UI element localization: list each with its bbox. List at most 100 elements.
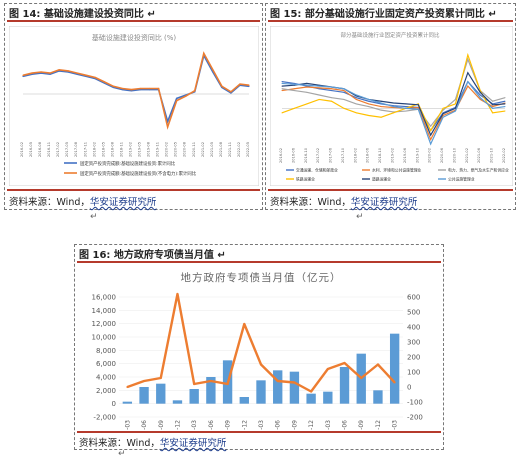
- x-tick-label: 2017-02: [56, 142, 60, 157]
- data-point: [176, 100, 178, 102]
- data-point: [504, 102, 506, 104]
- return-mark: ↵: [488, 9, 497, 20]
- x-tick-label: 2016-02: [20, 142, 24, 157]
- data-point: [76, 72, 78, 74]
- data-point: [293, 83, 295, 85]
- data-point: [193, 383, 196, 385]
- data-point: [306, 91, 308, 93]
- x-tick-label: 2019-03: [191, 420, 198, 430]
- data-point: [143, 380, 146, 382]
- figure-15-panel: 图 15: 部分基础设施行业固定资产投资累计同比 ↵ 部分基础设施行业固定资产投…: [265, 3, 516, 210]
- data-point: [343, 98, 345, 100]
- bar: [256, 380, 266, 404]
- return-mark: ↵: [356, 212, 364, 222]
- x-tick-label: 2020-05: [174, 142, 178, 157]
- legend-label: 公共设施管理业: [448, 177, 475, 182]
- data-point: [405, 110, 407, 112]
- figure-16-title: 地方政府专项债当月值: [113, 250, 214, 261]
- data-point: [467, 58, 469, 60]
- data-point: [504, 100, 506, 102]
- data-point: [467, 85, 469, 87]
- data-point: [176, 293, 179, 295]
- series-line-1: [22, 51, 250, 130]
- data-point: [243, 323, 246, 325]
- x-tick-label: 2021-06: [342, 420, 349, 430]
- data-point: [360, 377, 363, 379]
- chart-title: 基础设施建设投资同比 (%): [92, 33, 177, 42]
- data-point: [430, 143, 432, 145]
- bar: [156, 383, 166, 404]
- x-tick-label: 2017-11: [83, 142, 87, 157]
- data-point: [167, 120, 169, 123]
- data-point: [194, 90, 196, 92]
- data-point: [504, 106, 506, 108]
- data-point: [467, 81, 469, 83]
- data-point: [306, 82, 308, 84]
- data-point: [139, 87, 142, 90]
- bar: [373, 390, 383, 404]
- y-tick-label-left: 16,000: [92, 294, 117, 302]
- data-point: [393, 112, 394, 114]
- source-rule: [7, 189, 260, 191]
- data-point: [343, 90, 345, 92]
- data-point: [393, 102, 394, 104]
- bar: [206, 377, 216, 404]
- data-point: [306, 86, 308, 88]
- data-point: [331, 97, 333, 99]
- data-point: [380, 100, 382, 102]
- data-point: [479, 94, 481, 96]
- data-point: [158, 87, 160, 90]
- x-tick-label: 2021-08: [219, 141, 223, 157]
- data-point: [368, 98, 370, 100]
- data-point: [417, 103, 419, 105]
- data-point: [355, 97, 357, 99]
- legend-label: 固定资产投资完成额:基础设施建设投资:累计同比: [80, 160, 176, 167]
- data-point: [318, 88, 320, 90]
- data-point: [454, 110, 456, 112]
- data-point: [326, 368, 329, 370]
- data-point: [226, 383, 229, 385]
- x-tick-label: 2020-12: [308, 420, 315, 430]
- legend-label: 电力、热力、燃气及水生产和供应业: [448, 168, 509, 173]
- data-point: [479, 97, 481, 99]
- data-point: [230, 92, 232, 94]
- data-point: [331, 100, 333, 102]
- figure-14-source-link[interactable]: 华安证券研究所: [89, 197, 157, 208]
- data-point: [343, 91, 345, 93]
- data-point: [417, 106, 419, 108]
- x-tick-label: 2020-11: [192, 142, 196, 157]
- figure-15-title: 部分基础设施行业固定资产投资累计同比: [304, 9, 485, 20]
- x-tick-label: 2020-03: [258, 420, 265, 430]
- data-point: [331, 90, 333, 92]
- y-tick-label-right: 100: [407, 369, 420, 377]
- x-tick-label: 2019-09: [225, 420, 232, 430]
- data-point: [167, 126, 169, 128]
- y-tick-label-right: 600: [407, 294, 420, 302]
- y-tick-label-left: -2,000: [93, 414, 116, 422]
- x-tick-label: 2017-10: [341, 147, 345, 163]
- x-tick-label: 2019-11: [156, 142, 160, 157]
- data-point: [281, 81, 283, 83]
- data-point: [318, 84, 320, 86]
- data-point: [368, 100, 370, 102]
- data-point: [355, 94, 357, 96]
- x-tick-label: 2016-06: [291, 147, 295, 163]
- y-tick-label-left: 0: [112, 400, 116, 408]
- figure-16-source-link[interactable]: 华安证券研究所: [159, 438, 227, 449]
- x-tick-label: 2020-02: [428, 148, 432, 163]
- legend-label: 道路运输业: [372, 177, 391, 182]
- x-tick-label: 2021-11: [228, 142, 232, 157]
- y-tick-label-left: 10,000: [92, 334, 117, 342]
- title-rule: [77, 261, 441, 263]
- chart-fig15: 部分基础设施行业固定资产投资累计同比 2016-02 2016-06 2016-10 2…: [270, 26, 513, 186]
- return-mark: ↵: [90, 212, 98, 222]
- x-tick-label: 2018-11: [119, 142, 123, 157]
- figure-15-source-link[interactable]: 华安证券研究所: [350, 197, 418, 208]
- data-point: [112, 85, 114, 87]
- data-point: [176, 97, 178, 99]
- data-point: [276, 380, 279, 382]
- data-point: [318, 85, 320, 87]
- x-tick-label: 2019-12: [241, 420, 248, 430]
- data-point: [209, 380, 212, 382]
- y-tick-label-right: 0: [407, 384, 411, 392]
